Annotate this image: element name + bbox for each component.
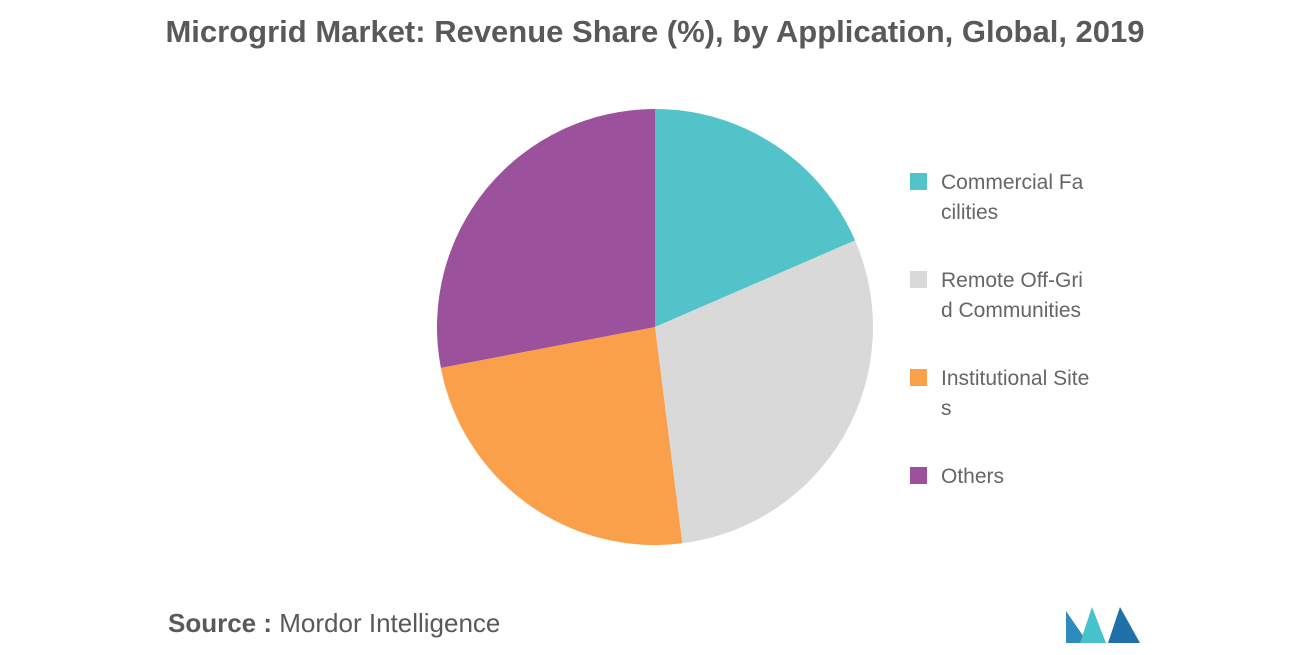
chart-title: Microgrid Market: Revenue Share (%), by …: [165, 14, 1145, 49]
legend-swatch: [910, 271, 927, 288]
legend-label: Institutional Sites: [941, 367, 1090, 420]
logo-shape-middle: [1080, 607, 1106, 643]
legend-item-institutional-sites: Institutional Sites: [910, 364, 1091, 424]
legend-item-commercial-facilities: Commercial Facilities: [910, 168, 1091, 228]
logo-shape-left: [1066, 611, 1088, 643]
pie-slice-others: [437, 109, 655, 368]
legend-label: Others: [941, 465, 1005, 488]
source-note: Source : Mordor Intelligence: [168, 608, 500, 639]
pie-slice-remote-off-grid-communities: [655, 240, 873, 544]
legend-swatch: [910, 173, 927, 190]
logo-shape-right: [1108, 607, 1140, 643]
source-label: Source :: [168, 608, 273, 638]
legend-swatch: [910, 467, 927, 484]
mordor-intelligence-logo: [1066, 607, 1140, 643]
legend-label: Commercial Facilities: [941, 171, 1084, 224]
legend-item-remote-off-grid-communities: Remote Off-Grid Communities: [910, 266, 1091, 326]
source-value: Mordor Intelligence: [279, 608, 501, 638]
legend-label: Remote Off-Grid Communities: [941, 269, 1083, 322]
pie-slice-commercial-facilities: [655, 109, 856, 327]
pie-slice-institutional-sites: [440, 327, 683, 545]
legend-item-others: Others: [910, 462, 1091, 492]
legend-swatch: [910, 369, 927, 386]
